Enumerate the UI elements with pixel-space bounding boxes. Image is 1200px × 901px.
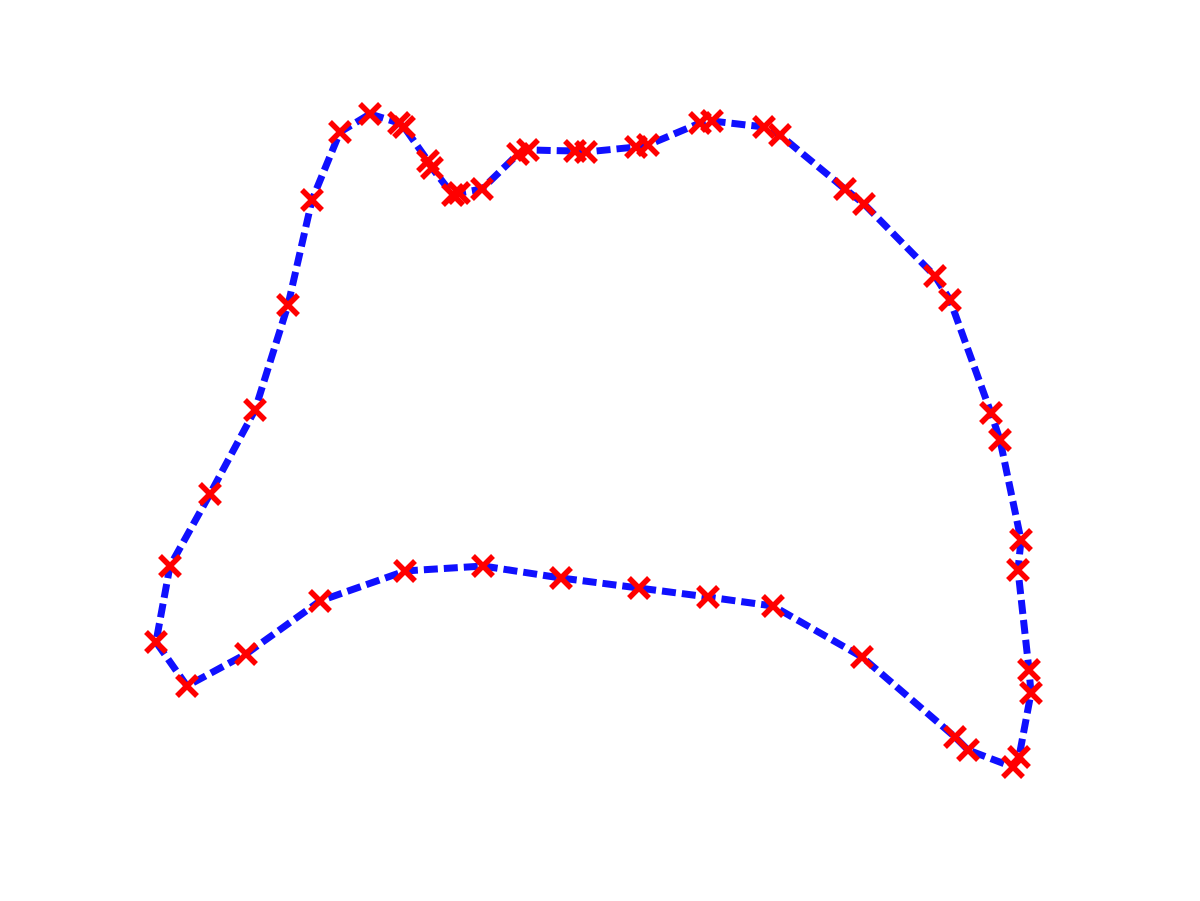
data-point-marker-45 xyxy=(243,398,267,422)
data-point-marker-44 xyxy=(198,482,222,506)
data-point-marker-23 xyxy=(988,428,1012,452)
marker-layer xyxy=(144,102,1043,779)
data-point-marker-11 xyxy=(574,140,598,164)
data-point-marker-2 xyxy=(392,115,416,139)
data-point-marker-32 xyxy=(850,645,874,669)
data-point-marker-47 xyxy=(300,188,324,212)
data-point-marker-20 xyxy=(923,264,947,288)
data-point-marker-39 xyxy=(308,589,332,613)
data-point-marker-6 xyxy=(447,181,471,205)
data-point-marker-13 xyxy=(636,133,660,157)
series-line xyxy=(152,110,1035,771)
data-point-marker-35 xyxy=(627,576,651,600)
data-point-marker-15 xyxy=(700,109,724,133)
data-point-marker-26 xyxy=(1017,658,1041,682)
data-point-marker-38 xyxy=(393,559,417,583)
data-point-marker-43 xyxy=(158,554,182,578)
data-point-marker-27 xyxy=(1019,681,1043,705)
data-point-marker-17 xyxy=(768,123,792,147)
data-point-marker-21 xyxy=(938,288,962,312)
data-point-marker-0 xyxy=(358,102,382,126)
data-point-marker-9 xyxy=(516,138,540,162)
data-point-marker-42 xyxy=(144,630,168,654)
data-point-marker-33 xyxy=(761,594,785,618)
data-point-marker-34 xyxy=(696,585,720,609)
data-point-marker-7 xyxy=(470,177,494,201)
data-point-marker-40 xyxy=(234,642,258,666)
data-point-marker-5 xyxy=(441,183,465,207)
data-point-marker-25 xyxy=(1006,558,1030,582)
data-point-marker-16 xyxy=(752,115,776,139)
data-point-marker-19 xyxy=(852,192,876,216)
data-point-marker-31 xyxy=(943,725,967,749)
data-point-marker-48 xyxy=(328,120,352,144)
data-point-marker-41 xyxy=(175,674,199,698)
data-point-marker-46 xyxy=(276,293,300,317)
data-point-marker-22 xyxy=(979,401,1003,425)
data-point-marker-4 xyxy=(420,156,444,180)
data-point-marker-29 xyxy=(1001,755,1025,779)
data-point-marker-18 xyxy=(833,177,857,201)
data-point-marker-37 xyxy=(471,554,495,578)
data-point-marker-36 xyxy=(549,566,573,590)
data-point-marker-24 xyxy=(1009,528,1033,552)
